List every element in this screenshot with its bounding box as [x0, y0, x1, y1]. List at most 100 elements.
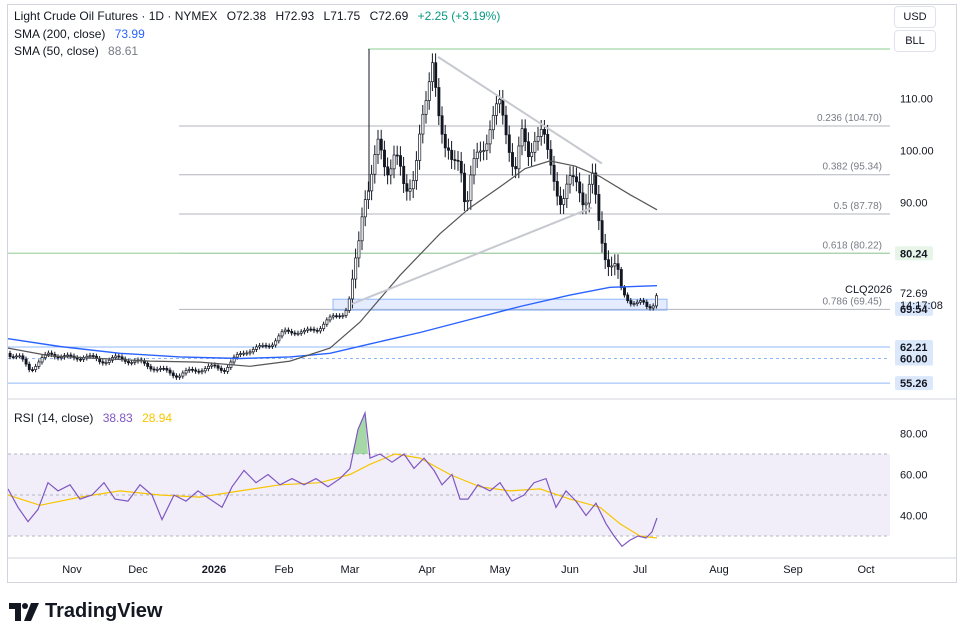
- price-level-badge: [895, 340, 933, 355]
- candle-body: [258, 345, 262, 348]
- candle-body: [130, 362, 134, 364]
- candle-body: [463, 172, 466, 203]
- candle-body: [232, 356, 236, 363]
- candle-body: [11, 356, 15, 359]
- candle-body: [370, 173, 374, 192]
- candle-body: [399, 155, 402, 167]
- price-level-badge: [895, 246, 933, 261]
- candle-body: [213, 364, 217, 367]
- candle-body: [626, 294, 630, 301]
- candle-body: [517, 145, 521, 170]
- candle-body: [171, 372, 175, 377]
- candle-body: [456, 159, 460, 162]
- candle-body: [344, 310, 348, 316]
- candle-body: [648, 306, 652, 309]
- candle-body: [482, 150, 486, 152]
- candle-body: [437, 87, 441, 117]
- candle-body: [379, 138, 383, 151]
- unit-bll-button[interactable]: BLL: [894, 30, 936, 52]
- candle-body: [549, 149, 553, 166]
- candle-body: [15, 355, 18, 358]
- price-tick-label: 100.00: [900, 146, 934, 158]
- candle-body: [491, 115, 495, 131]
- candle-body: [415, 160, 418, 181]
- candle-body: [581, 192, 585, 206]
- candle-body: [293, 332, 297, 335]
- time-tick-label: May: [490, 564, 511, 576]
- rsi-tick-label: 80.00: [900, 429, 928, 441]
- brand-name: TradingView: [45, 600, 163, 622]
- currency-usd-button[interactable]: USD: [894, 6, 936, 28]
- candle-body: [66, 354, 70, 357]
- time-tick-label: Aug: [709, 564, 729, 576]
- candle-body: [8, 352, 12, 358]
- price-level-badge-label: 62.21: [900, 342, 928, 354]
- candle-body: [402, 165, 406, 184]
- candle-body: [152, 368, 156, 371]
- chart-frame[interactable]: [7, 4, 957, 583]
- candle-body: [296, 332, 300, 335]
- candle-body: [533, 140, 537, 153]
- candle-body: [203, 368, 207, 372]
- sma50-legend[interactable]: SMA (50, close) 88.61: [14, 44, 138, 58]
- candle-body: [578, 181, 582, 194]
- price-level-badge: [895, 376, 933, 391]
- candle-body: [242, 352, 246, 355]
- candle-body: [24, 358, 28, 365]
- candle-body: [527, 141, 530, 158]
- sma200-legend[interactable]: SMA (200, close) 73.99: [14, 27, 145, 41]
- rsi-label: RSI (14, close): [14, 411, 94, 425]
- candle-body: [559, 195, 562, 205]
- fib-label: 0.236 (104.70): [817, 113, 882, 124]
- candle-body: [632, 303, 636, 305]
- candle-body: [280, 331, 284, 337]
- rsi-legend[interactable]: RSI (14, close) 38.83 28.94: [14, 411, 172, 425]
- candle-body: [453, 159, 457, 161]
- candle-body: [360, 216, 364, 242]
- candle-body: [655, 295, 658, 307]
- candle-body: [466, 200, 470, 203]
- bar-countdown-label: 14:17:08: [900, 300, 943, 312]
- candle-body: [565, 183, 569, 199]
- candle-body: [367, 190, 370, 200]
- candle-body: [223, 370, 226, 372]
- candle-body: [312, 328, 316, 331]
- candle-body: [261, 344, 265, 347]
- candle-body: [623, 287, 626, 296]
- tradingview-logo[interactable]: TradingView: [9, 600, 162, 623]
- candle-body: [290, 331, 294, 334]
- candle-body: [616, 263, 620, 270]
- candle-body: [219, 367, 223, 371]
- candle-body: [200, 370, 204, 373]
- fib-label: 0.5 (87.78): [834, 201, 882, 212]
- price-tick-label: 90.00: [900, 198, 928, 210]
- candle-body: [251, 349, 255, 353]
- candle-body: [530, 151, 534, 158]
- candle-body: [507, 134, 511, 153]
- ohlc-open: O72.38: [226, 9, 267, 23]
- candle-body: [120, 356, 124, 360]
- candle-body: [187, 368, 191, 371]
- candle-body: [495, 103, 498, 116]
- candle-body: [335, 315, 338, 318]
- candle-body: [91, 355, 95, 357]
- rsi-value: 38.83: [102, 411, 133, 425]
- candle-body: [341, 315, 345, 317]
- time-tick-label: Dec: [128, 564, 148, 576]
- candle-body: [514, 166, 518, 170]
- candle-body: [303, 330, 306, 333]
- candle-body: [267, 345, 271, 348]
- candle-body: [175, 375, 178, 378]
- candle-body: [405, 183, 409, 192]
- candle-body: [162, 368, 166, 370]
- candle-body: [216, 365, 220, 369]
- price-level-badge-label: 80.24: [900, 248, 928, 260]
- sma50-value: 88.61: [108, 44, 139, 58]
- last-price-label: 72.69: [900, 288, 928, 300]
- candle-body: [59, 356, 63, 359]
- candle-body: [127, 361, 130, 364]
- candle-body: [479, 150, 482, 153]
- symbol-title: Light Crude Oil Futures · 1D · NYMEX: [14, 9, 218, 23]
- candle-body: [283, 329, 287, 333]
